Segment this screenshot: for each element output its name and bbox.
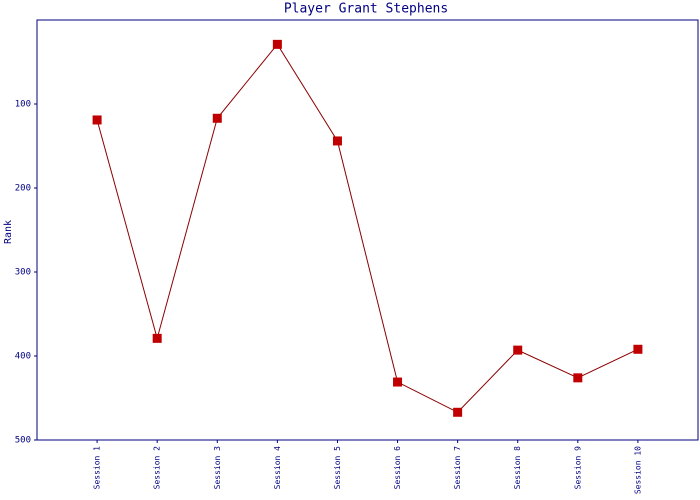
y-tick-label: 200 bbox=[15, 184, 31, 194]
chart-title: Player Grant Stephens bbox=[284, 2, 448, 17]
x-tick-label: Session 3 bbox=[213, 446, 222, 490]
plot-frame bbox=[36, 19, 699, 441]
x-tick-label: Session 10 bbox=[633, 446, 642, 494]
y-axis-label: Rank bbox=[3, 220, 14, 244]
data-point bbox=[573, 373, 583, 383]
x-tick-label: Session 9 bbox=[573, 446, 582, 490]
x-tick-label: Session 6 bbox=[393, 446, 402, 490]
data-point bbox=[152, 333, 162, 343]
data-point bbox=[513, 345, 523, 355]
x-tick-label: Session 8 bbox=[513, 446, 522, 490]
x-tick-label: Session 7 bbox=[453, 446, 462, 490]
x-tick-label: Session 4 bbox=[273, 446, 282, 490]
x-tick-label: Session 5 bbox=[333, 446, 342, 490]
y-tick-label: 300 bbox=[15, 268, 31, 278]
x-tick-label: Session 1 bbox=[93, 446, 102, 490]
data-point bbox=[453, 407, 463, 417]
y-tick-label: 500 bbox=[15, 436, 31, 446]
series-line bbox=[96, 43, 639, 413]
y-tick-label: 100 bbox=[15, 100, 31, 110]
y-tick-label: 400 bbox=[15, 352, 31, 362]
data-point bbox=[393, 377, 403, 387]
data-point bbox=[332, 136, 342, 146]
data-point bbox=[212, 113, 222, 123]
data-point bbox=[272, 39, 282, 49]
data-point bbox=[633, 344, 643, 354]
data-point bbox=[92, 115, 102, 125]
x-tick-label: Session 2 bbox=[153, 446, 162, 490]
